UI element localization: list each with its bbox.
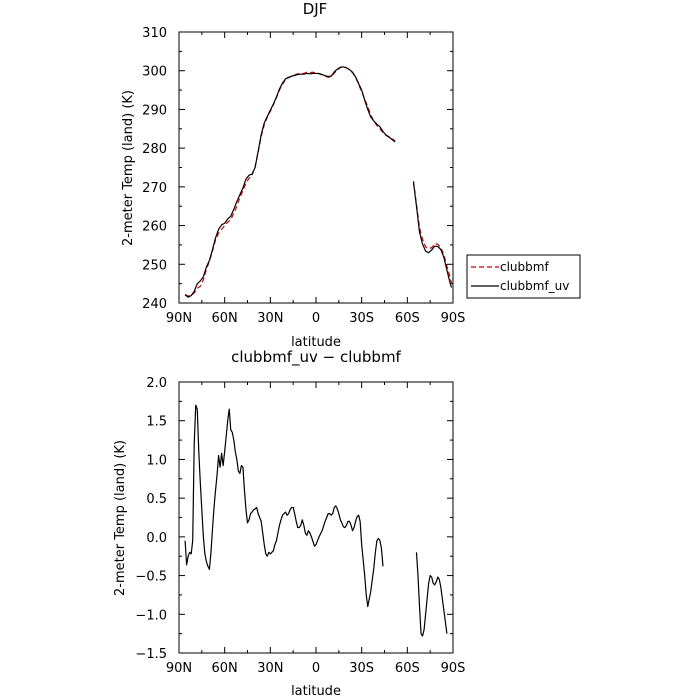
top-x-tick-label: 60S — [395, 311, 420, 326]
top-y-tick-label: 300 — [142, 65, 167, 80]
legend-box — [466, 254, 581, 299]
top-y-tick-label: 310 — [142, 26, 167, 41]
bottom-y-tick-label: 0.5 — [146, 492, 167, 507]
bottom-plot-frame — [178, 381, 454, 654]
top-series-clubbmf-segment-2 — [412, 180, 453, 284]
top-x-tick-label: 90S — [441, 311, 466, 326]
top-x-tick-label: 30N — [257, 311, 283, 326]
top-y-tick-label: 270 — [142, 181, 167, 196]
bottom-series-difference-segment-1 — [184, 404, 384, 608]
top-x-tick-label: 60N — [212, 311, 238, 326]
bottom-x-tick-label: 0 — [312, 661, 320, 676]
bottom-y-tick-label: 0.0 — [146, 531, 167, 546]
bottom-x-tick-label: 30S — [349, 661, 374, 676]
bottom-y-tick-label: 2.0 — [146, 376, 167, 391]
bottom-series — [184, 404, 448, 637]
bottom-x-axis-label: latitude — [291, 684, 341, 699]
top-y-tick-label: 290 — [142, 103, 167, 118]
top-series-clubbmf-uv-segment-2 — [412, 181, 453, 288]
top-x-tick-label: 90N — [166, 311, 192, 326]
bottom-y-tick-label: −1.5 — [135, 647, 167, 662]
top-axis-ticks — [178, 31, 454, 304]
top-x-tick-label: 30S — [349, 311, 374, 326]
top-x-tick-label: 0 — [312, 311, 320, 326]
legend-label-clubbmf-uv: clubbmf_uv — [500, 279, 569, 293]
top-y-tick-label: 260 — [142, 220, 167, 235]
bottom-x-tick-label: 60S — [395, 661, 420, 676]
top-tick-labels: 90N 60N 30N 0 30S 60S 90S 240 250 260 270 280 290 300… — [142, 26, 465, 326]
top-panel-title: DJF — [303, 0, 328, 18]
top-plot-frame — [178, 31, 454, 304]
top-panel: DJF 90N 60N 30N 0 30S 60S 90S 240 250 260 270 280 29… — [121, 0, 465, 350]
top-y-tick-label: 240 — [142, 297, 167, 312]
bottom-x-tick-label: 30N — [257, 661, 283, 676]
top-series-clubbmf-segment-1 — [184, 65, 396, 297]
top-x-axis-label: latitude — [291, 335, 341, 350]
bottom-series-difference-segment-2 — [415, 552, 448, 637]
bottom-x-tick-label: 90N — [166, 661, 192, 676]
bottom-y-tick-label: −0.5 — [135, 570, 167, 585]
top-series-clubbmf-uv-segment-1 — [184, 66, 396, 298]
top-y-axis-label: 2-meter Temp (land) (K) — [121, 90, 136, 246]
bottom-panel-title: clubbmf_uv − clubbmf — [231, 348, 401, 367]
bottom-x-tick-label: 60N — [212, 661, 238, 676]
top-y-tick-label: 280 — [142, 142, 167, 157]
bottom-tick-labels: 90N 60N 30N 0 30S 60S 90S −1.5 −1.0 −0.5 0.0 0.5 1.0… — [135, 376, 465, 676]
bottom-y-tick-label: −1.0 — [135, 608, 167, 623]
top-series — [184, 65, 453, 298]
legend-label-clubbmf: clubbmf — [500, 260, 549, 274]
bottom-y-tick-label: 1.0 — [146, 453, 167, 468]
bottom-y-tick-label: 1.5 — [146, 415, 167, 430]
legend: clubbmf clubbmf_uv — [466, 254, 581, 299]
bottom-y-axis-label: 2-meter Temp (land) (K) — [113, 440, 128, 596]
bottom-axis-ticks — [178, 381, 454, 654]
bottom-panel: clubbmf_uv − clubbmf 90N 60N 30N 0 30S 60S 90S… — [113, 348, 465, 699]
top-y-tick-label: 250 — [142, 258, 167, 273]
bottom-x-tick-label: 90S — [441, 661, 466, 676]
